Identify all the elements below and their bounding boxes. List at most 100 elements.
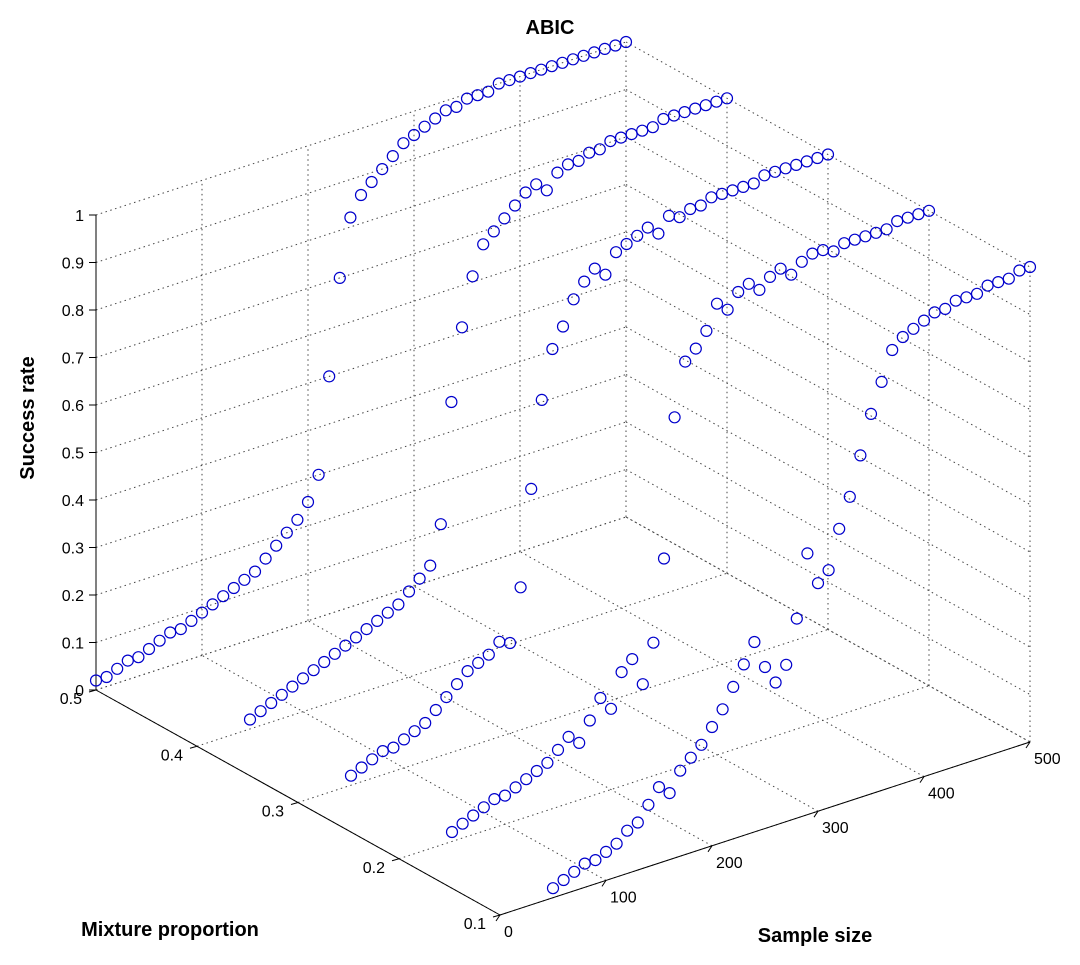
data-point xyxy=(626,652,639,666)
data-point xyxy=(572,154,585,167)
data-point xyxy=(822,564,835,577)
x-tick-mark xyxy=(1025,741,1031,749)
data-point xyxy=(869,226,883,239)
data-point xyxy=(588,262,601,275)
data-point xyxy=(259,552,272,565)
data-point xyxy=(907,322,920,335)
data-point xyxy=(785,268,798,281)
data-point xyxy=(248,565,262,578)
data-point xyxy=(456,817,469,830)
data-point xyxy=(530,178,543,191)
data-point xyxy=(901,211,914,224)
data-point xyxy=(636,124,649,137)
data-point xyxy=(312,468,325,481)
data-point xyxy=(392,598,405,611)
data-point xyxy=(939,302,952,315)
data-point xyxy=(562,730,575,744)
data-point xyxy=(928,306,941,319)
grid-line-floor-y xyxy=(297,629,829,803)
y-tick-label: 0.3 xyxy=(262,804,284,821)
grid-line-sidewall-z xyxy=(625,184,1031,410)
data-point xyxy=(689,102,702,115)
data-point xyxy=(466,270,479,283)
grid-line-sidewall-z xyxy=(625,516,1031,743)
data-point xyxy=(737,180,750,193)
x-axis-line xyxy=(499,741,1031,916)
data-point xyxy=(185,614,198,628)
data-point xyxy=(673,211,686,224)
data-point xyxy=(795,255,808,268)
data-point xyxy=(614,131,628,144)
axis-layer xyxy=(88,214,1031,922)
x-tick-label: 100 xyxy=(610,889,637,906)
data-point xyxy=(349,631,363,644)
data-point xyxy=(583,146,596,159)
y-tick-label: 0.2 xyxy=(363,860,385,877)
data-point xyxy=(275,688,288,701)
data-point xyxy=(513,70,527,83)
data-point xyxy=(482,85,495,98)
chart-title: ABIC xyxy=(526,17,575,39)
data-point xyxy=(492,77,505,90)
grid-line-floor-y xyxy=(196,572,728,747)
data-point xyxy=(498,789,512,802)
data-point xyxy=(864,407,878,420)
data-point xyxy=(768,165,782,178)
data-point xyxy=(530,764,543,778)
grid-line-sidewall-z xyxy=(625,231,1031,458)
data-point xyxy=(657,552,671,565)
grid-line-sidewall-z xyxy=(625,89,1031,315)
data-point xyxy=(598,42,611,56)
z-tick-label: 0.9 xyxy=(62,256,84,273)
data-point xyxy=(774,262,787,275)
data-point xyxy=(1013,264,1026,277)
data-point xyxy=(493,635,506,648)
data-point xyxy=(407,128,421,142)
z-tick-label: 0.2 xyxy=(62,588,84,605)
grid-line-sidewall-z xyxy=(625,421,1031,648)
data-point xyxy=(386,150,399,163)
data-point xyxy=(419,716,432,730)
data-point xyxy=(583,714,596,727)
data-point xyxy=(132,651,145,664)
data-point xyxy=(354,188,368,202)
data-point xyxy=(153,634,166,647)
z-tick-label: 0.6 xyxy=(62,398,84,415)
data-point xyxy=(471,89,484,102)
data-point xyxy=(568,865,581,878)
x-tick-mark xyxy=(919,776,925,783)
data-point xyxy=(206,598,219,611)
z-tick-label: 0.3 xyxy=(62,541,84,558)
data-point xyxy=(482,648,495,661)
data-point xyxy=(763,270,777,283)
grid-line-floor-x xyxy=(201,654,607,881)
data-point xyxy=(641,221,654,234)
data-point xyxy=(854,449,867,462)
data-point xyxy=(674,764,687,777)
data-point xyxy=(960,291,973,304)
data-point xyxy=(811,151,824,165)
data-point xyxy=(540,184,553,197)
data-point xyxy=(477,801,490,814)
x-tick-label: 0 xyxy=(504,924,513,941)
z-tick-label: 0.4 xyxy=(62,493,84,510)
data-point xyxy=(371,614,384,628)
data-point xyxy=(604,702,618,715)
z-tick-label: 0 xyxy=(75,683,84,700)
data-point xyxy=(896,330,909,344)
data-point xyxy=(567,293,580,306)
data-point xyxy=(737,658,750,671)
data-point xyxy=(461,664,474,678)
data-point xyxy=(886,343,899,357)
data-point xyxy=(509,781,522,794)
y-tick-label: 0.4 xyxy=(161,747,183,764)
data-point xyxy=(557,873,570,887)
data-point xyxy=(716,703,729,716)
data-point xyxy=(742,277,755,290)
data-point xyxy=(238,573,251,586)
data-point xyxy=(387,741,400,754)
data-point xyxy=(566,53,580,66)
z-tick-label: 0.8 xyxy=(62,303,84,320)
data-point xyxy=(424,559,437,572)
